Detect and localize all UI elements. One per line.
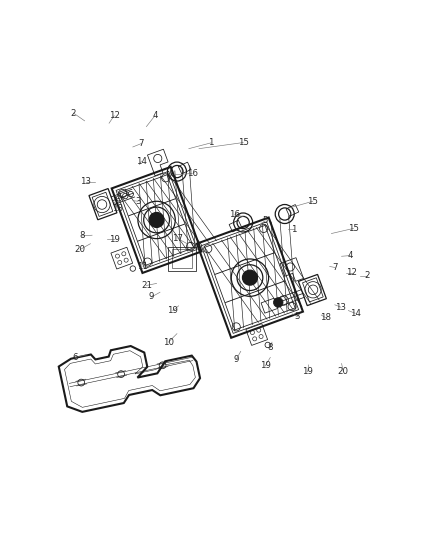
Text: 19: 19 [109,235,120,244]
Text: 7: 7 [332,263,338,272]
Text: 13: 13 [336,303,346,312]
Text: 20: 20 [338,367,349,376]
Text: 8: 8 [79,231,85,240]
Text: 16: 16 [187,169,198,178]
Text: 17: 17 [173,234,184,243]
Text: 5: 5 [262,216,268,225]
Text: 4: 4 [152,111,158,120]
Text: 18: 18 [112,204,123,213]
Text: 8: 8 [268,343,273,352]
Text: 10: 10 [163,337,174,346]
Text: 14: 14 [136,157,147,166]
Text: 3: 3 [135,197,141,206]
Text: 9: 9 [233,354,239,364]
Circle shape [273,298,283,307]
Text: 15: 15 [348,224,359,233]
Text: 14: 14 [350,309,360,318]
Text: 2: 2 [364,271,370,280]
Text: 1: 1 [208,139,214,148]
Text: 4: 4 [347,251,353,260]
Text: 7: 7 [138,139,144,148]
Text: 19: 19 [167,306,178,315]
Text: 11: 11 [138,262,148,271]
Text: 21: 21 [141,281,152,290]
Circle shape [243,270,258,285]
Text: 12: 12 [109,111,120,120]
Text: 6: 6 [72,353,78,362]
Text: 19: 19 [302,367,313,376]
Text: 16: 16 [229,211,240,220]
Text: 13: 13 [81,177,92,186]
Text: 12: 12 [346,268,357,277]
Text: 1: 1 [291,224,297,233]
Text: 9: 9 [149,293,154,302]
Text: 20: 20 [75,245,86,254]
Text: 2: 2 [71,109,76,117]
Text: 19: 19 [260,361,271,370]
Text: 3: 3 [295,312,300,321]
Text: 18: 18 [320,313,331,322]
Text: 15: 15 [238,138,249,147]
Text: 15: 15 [307,197,318,206]
Circle shape [149,213,164,228]
